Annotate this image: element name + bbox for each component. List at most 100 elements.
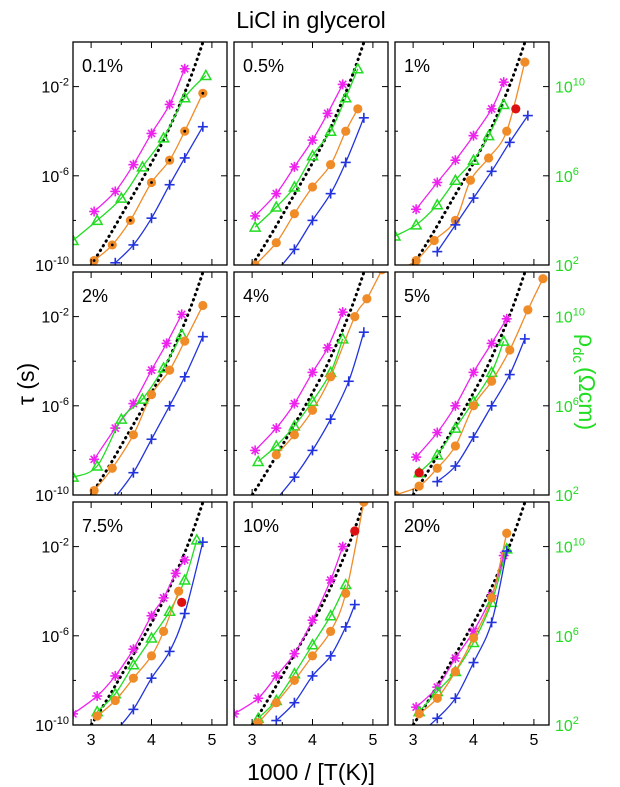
series-line-magenta	[415, 318, 508, 458]
data-point-orange	[468, 401, 479, 411]
data-point-green	[306, 638, 319, 650]
y-tick-label-left: 10-2	[41, 307, 69, 327]
vft-reference-curve	[411, 502, 527, 725]
data-point-blue	[432, 713, 443, 724]
data-point-green	[409, 218, 423, 230]
data-point-orange	[450, 666, 460, 677]
data-point-magenta	[110, 186, 121, 197]
x-tick-label: 5	[529, 732, 538, 749]
data-point-magenta	[110, 670, 121, 681]
data-point-green	[339, 91, 353, 103]
series-line-green	[257, 338, 344, 462]
series-line-magenta	[73, 559, 186, 715]
panel-3: 2% 10-2 10-6 10-10	[35, 271, 228, 505]
data-point-blue	[110, 257, 121, 265]
panel-concentration-label: 0.1%	[82, 56, 123, 76]
panel-frame	[394, 271, 550, 496]
y-tick-label-right: 106	[555, 396, 579, 416]
y-axis-label-left: τ (s)	[13, 363, 39, 405]
data-point-blue	[289, 472, 300, 483]
data-point-blue	[501, 546, 512, 557]
data-point-magenta	[337, 307, 348, 318]
series-line-green	[257, 584, 347, 719]
series-line-blue	[114, 126, 204, 264]
data-point-blue	[164, 400, 175, 411]
x-tick-label: 5	[207, 732, 216, 749]
data-point-magenta	[501, 313, 512, 324]
series-line-blue	[436, 338, 526, 483]
data-point-green	[136, 160, 149, 172]
data-point-magenta	[146, 610, 157, 621]
data-point-orange	[326, 372, 336, 382]
data-point-orange	[146, 651, 157, 661]
data-point-orange	[158, 626, 169, 636]
data-point-orange	[487, 376, 497, 386]
data-point-orange	[505, 345, 515, 355]
data-point-orange	[198, 88, 208, 98]
data-point-blue	[275, 494, 278, 495]
data-point-green	[136, 392, 149, 404]
data-point-blue	[432, 476, 443, 487]
series-line-blue	[281, 117, 365, 265]
data-point-green	[324, 124, 337, 136]
data-point-green	[178, 573, 192, 585]
data-point-green	[288, 180, 301, 192]
panel-plot-area	[73, 502, 208, 725]
panel-plot-area	[395, 42, 533, 265]
data-point-orange	[289, 209, 299, 219]
data-point-blue	[325, 650, 336, 661]
data-point-green	[430, 448, 444, 460]
data-point-magenta	[337, 541, 348, 552]
data-point-orange	[146, 390, 157, 400]
data-point-orange	[432, 693, 442, 703]
series-line-blue	[428, 550, 508, 725]
data-point-green	[157, 131, 170, 143]
data-point-green	[251, 455, 265, 467]
data-point-magenta	[289, 398, 300, 409]
data-point-magenta	[271, 188, 282, 199]
panel-concentration-label: 5%	[404, 286, 430, 306]
series-line-magenta	[415, 555, 505, 708]
data-point-magenta	[325, 575, 336, 586]
data-point-green	[190, 533, 204, 545]
data-point-blue	[504, 137, 515, 148]
y-tick-label-left: 10-6	[41, 626, 69, 646]
data-point-blue	[146, 673, 157, 684]
panel-plot-area	[248, 42, 369, 265]
data-point-magenta	[271, 670, 282, 681]
data-point-blue	[486, 617, 497, 628]
series-line-green	[395, 104, 505, 237]
data-point-blue	[307, 445, 318, 456]
panel-frame	[72, 501, 228, 726]
series-line-blue	[120, 541, 204, 725]
data-point-green	[497, 334, 510, 346]
data-point-orange	[271, 698, 281, 708]
data-point-orange	[429, 235, 439, 246]
data-point-blue	[164, 179, 175, 190]
data-point-magenta	[498, 77, 509, 88]
data-point-orange	[107, 463, 117, 473]
panel-8: 20% 1010 106 102 3 4 5	[394, 501, 585, 749]
data-point-orange	[432, 463, 442, 473]
series-line-magenta	[415, 81, 505, 210]
data-point-orange	[377, 272, 386, 275]
data-point-blue	[289, 244, 300, 255]
data-point-orange	[89, 485, 99, 495]
figure-title: LiCl in glycerol	[236, 7, 386, 33]
data-point-orange	[289, 430, 299, 440]
panel-concentration-label: 4%	[243, 286, 269, 306]
x-tick-label: 5	[368, 732, 377, 749]
data-point-green	[351, 62, 365, 74]
data-point-blue	[164, 646, 175, 657]
data-point-magenta	[450, 653, 461, 664]
data-point-blue	[128, 239, 139, 250]
data-point-magenta	[89, 206, 100, 217]
y-tick-label-left: 10-10	[35, 715, 69, 735]
data-point-orange	[307, 405, 318, 415]
x-tick-label: 4	[147, 732, 156, 749]
y-tick-label-right: 102	[555, 255, 579, 275]
data-point-blue	[450, 693, 461, 704]
panel-5: 5% 1010 106 102	[394, 271, 585, 505]
data-point-orange	[411, 255, 421, 265]
y-tick-label-right: 102	[555, 485, 579, 505]
